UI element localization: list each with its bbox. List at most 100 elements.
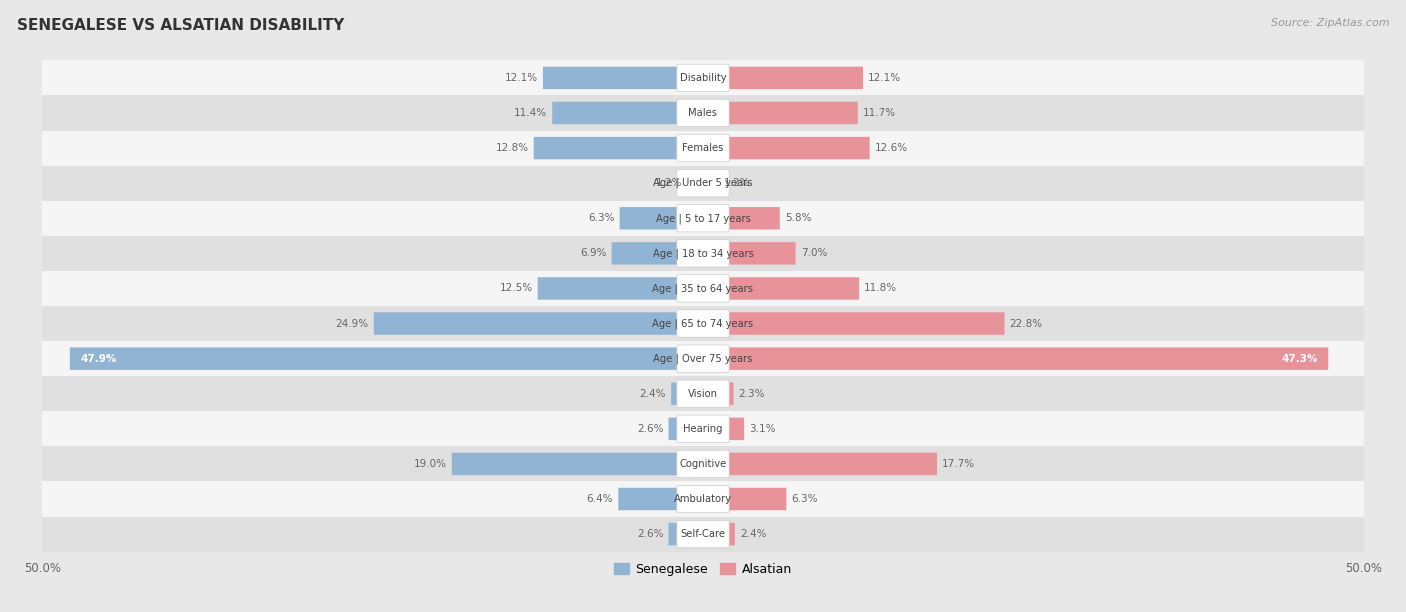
- FancyBboxPatch shape: [42, 236, 1364, 271]
- Text: 2.3%: 2.3%: [738, 389, 765, 399]
- FancyBboxPatch shape: [676, 204, 730, 232]
- Text: Males: Males: [689, 108, 717, 118]
- FancyBboxPatch shape: [42, 306, 1364, 341]
- Text: 17.7%: 17.7%: [942, 459, 976, 469]
- Text: 3.1%: 3.1%: [749, 424, 776, 434]
- FancyBboxPatch shape: [676, 275, 730, 302]
- Text: SENEGALESE VS ALSATIAN DISABILITY: SENEGALESE VS ALSATIAN DISABILITY: [17, 18, 344, 34]
- Text: 6.3%: 6.3%: [588, 213, 614, 223]
- FancyBboxPatch shape: [42, 517, 1364, 551]
- Text: 2.4%: 2.4%: [640, 389, 666, 399]
- FancyBboxPatch shape: [703, 453, 936, 475]
- FancyBboxPatch shape: [671, 382, 703, 405]
- FancyBboxPatch shape: [42, 446, 1364, 482]
- Text: 24.9%: 24.9%: [336, 319, 368, 329]
- Text: 12.6%: 12.6%: [875, 143, 908, 153]
- FancyBboxPatch shape: [676, 240, 730, 267]
- Text: Age | 18 to 34 years: Age | 18 to 34 years: [652, 248, 754, 259]
- FancyBboxPatch shape: [703, 207, 780, 230]
- Text: 12.1%: 12.1%: [505, 73, 537, 83]
- FancyBboxPatch shape: [676, 345, 730, 372]
- FancyBboxPatch shape: [703, 488, 786, 510]
- Text: 5.8%: 5.8%: [785, 213, 811, 223]
- Text: Age | 5 to 17 years: Age | 5 to 17 years: [655, 213, 751, 223]
- FancyBboxPatch shape: [703, 137, 870, 159]
- FancyBboxPatch shape: [553, 102, 703, 124]
- FancyBboxPatch shape: [668, 417, 703, 440]
- Text: 6.3%: 6.3%: [792, 494, 818, 504]
- FancyBboxPatch shape: [612, 242, 703, 264]
- Text: Age | 65 to 74 years: Age | 65 to 74 years: [652, 318, 754, 329]
- FancyBboxPatch shape: [42, 201, 1364, 236]
- FancyBboxPatch shape: [676, 380, 730, 408]
- Text: 6.4%: 6.4%: [586, 494, 613, 504]
- FancyBboxPatch shape: [703, 242, 796, 264]
- Text: 11.8%: 11.8%: [865, 283, 897, 293]
- FancyBboxPatch shape: [703, 277, 859, 300]
- FancyBboxPatch shape: [42, 482, 1364, 517]
- FancyBboxPatch shape: [703, 172, 718, 195]
- Text: Age | Over 75 years: Age | Over 75 years: [654, 353, 752, 364]
- FancyBboxPatch shape: [451, 453, 703, 475]
- Text: 1.2%: 1.2%: [724, 178, 751, 188]
- Text: Ambulatory: Ambulatory: [673, 494, 733, 504]
- Text: 12.1%: 12.1%: [868, 73, 901, 83]
- Text: Source: ZipAtlas.com: Source: ZipAtlas.com: [1271, 18, 1389, 28]
- Text: 7.0%: 7.0%: [801, 248, 827, 258]
- FancyBboxPatch shape: [676, 450, 730, 477]
- FancyBboxPatch shape: [42, 61, 1364, 95]
- Text: Cognitive: Cognitive: [679, 459, 727, 469]
- Text: 11.4%: 11.4%: [515, 108, 547, 118]
- FancyBboxPatch shape: [42, 166, 1364, 201]
- FancyBboxPatch shape: [42, 95, 1364, 130]
- Text: 47.3%: 47.3%: [1281, 354, 1317, 364]
- FancyBboxPatch shape: [703, 312, 1004, 335]
- FancyBboxPatch shape: [703, 382, 734, 405]
- Text: 2.6%: 2.6%: [637, 529, 664, 539]
- Text: 12.5%: 12.5%: [499, 283, 533, 293]
- FancyBboxPatch shape: [534, 137, 703, 159]
- Legend: Senegalese, Alsatian: Senegalese, Alsatian: [609, 558, 797, 581]
- FancyBboxPatch shape: [42, 376, 1364, 411]
- Text: Hearing: Hearing: [683, 424, 723, 434]
- FancyBboxPatch shape: [688, 172, 703, 195]
- Text: Disability: Disability: [679, 73, 727, 83]
- Text: 1.2%: 1.2%: [655, 178, 682, 188]
- FancyBboxPatch shape: [42, 341, 1364, 376]
- Text: 2.4%: 2.4%: [740, 529, 766, 539]
- FancyBboxPatch shape: [703, 417, 744, 440]
- FancyBboxPatch shape: [676, 170, 730, 197]
- FancyBboxPatch shape: [42, 411, 1364, 446]
- FancyBboxPatch shape: [668, 523, 703, 545]
- FancyBboxPatch shape: [676, 415, 730, 442]
- FancyBboxPatch shape: [676, 99, 730, 127]
- FancyBboxPatch shape: [543, 67, 703, 89]
- FancyBboxPatch shape: [676, 135, 730, 162]
- FancyBboxPatch shape: [374, 312, 703, 335]
- FancyBboxPatch shape: [676, 485, 730, 513]
- FancyBboxPatch shape: [70, 348, 703, 370]
- FancyBboxPatch shape: [42, 130, 1364, 166]
- Text: 22.8%: 22.8%: [1010, 319, 1043, 329]
- Text: Age | Under 5 years: Age | Under 5 years: [654, 178, 752, 188]
- FancyBboxPatch shape: [676, 64, 730, 92]
- FancyBboxPatch shape: [619, 488, 703, 510]
- Text: 6.9%: 6.9%: [581, 248, 606, 258]
- FancyBboxPatch shape: [703, 102, 858, 124]
- FancyBboxPatch shape: [620, 207, 703, 230]
- FancyBboxPatch shape: [703, 67, 863, 89]
- Text: 12.8%: 12.8%: [495, 143, 529, 153]
- FancyBboxPatch shape: [676, 310, 730, 337]
- Text: 11.7%: 11.7%: [863, 108, 896, 118]
- Text: Females: Females: [682, 143, 724, 153]
- Text: Self-Care: Self-Care: [681, 529, 725, 539]
- FancyBboxPatch shape: [703, 523, 735, 545]
- FancyBboxPatch shape: [42, 271, 1364, 306]
- FancyBboxPatch shape: [676, 520, 730, 548]
- Text: Age | 35 to 64 years: Age | 35 to 64 years: [652, 283, 754, 294]
- Text: 2.6%: 2.6%: [637, 424, 664, 434]
- Text: 47.9%: 47.9%: [80, 354, 117, 364]
- Text: 19.0%: 19.0%: [413, 459, 447, 469]
- FancyBboxPatch shape: [537, 277, 703, 300]
- Text: Vision: Vision: [688, 389, 718, 399]
